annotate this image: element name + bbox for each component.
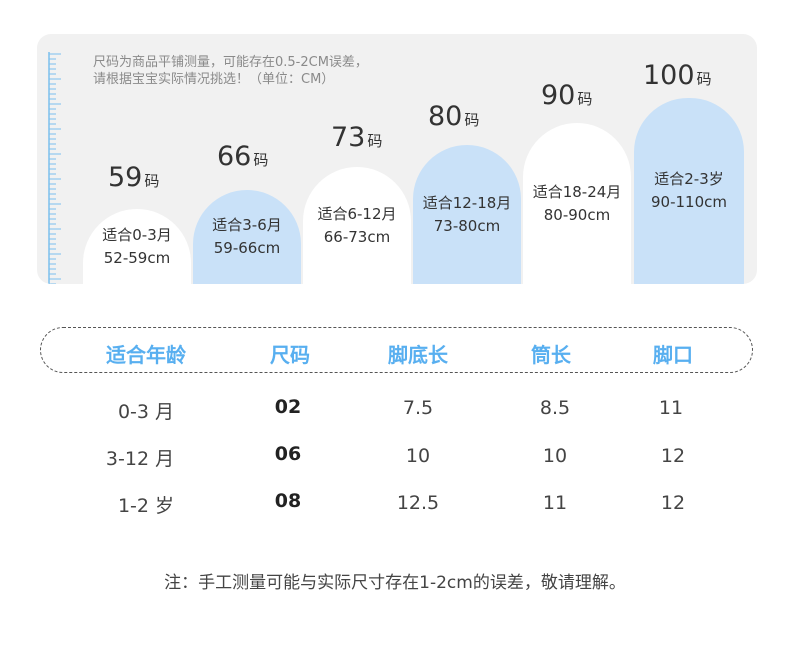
arch-age: 适合2-3岁 [654, 170, 724, 188]
arch-range: 73-80cm [433, 216, 501, 235]
size-arch-73: 适合6-12月 66-73cm [303, 167, 411, 284]
size-number: 100 [643, 60, 695, 91]
table-cell: 11 [658, 397, 684, 419]
footer-note: 注：手工测量可能与实际尺寸存在1-2cm的误差，敬请理解。 [164, 573, 626, 593]
table-cell: 10 [405, 445, 431, 467]
arch-age: 适合0-3月 [102, 225, 172, 244]
arch-age: 适合3-6月 [212, 216, 282, 234]
note-line-2: 请根据宝宝实际情况挑选！（单位：CM） [93, 72, 335, 87]
size-unit: 码 [464, 111, 480, 129]
arch-age: 适合12-18月 [422, 193, 512, 212]
table-cell: 10 [542, 445, 568, 467]
size-arch-66: 适合3-6月 59-66cm [193, 190, 301, 284]
header-size: 尺码 [270, 343, 310, 367]
size-label-90: 90 码 [541, 80, 592, 111]
size-number: 73 [331, 122, 366, 153]
arch-range: 66-73cm [323, 227, 391, 246]
arch-range: 59-66cm [213, 239, 281, 257]
header-tube-length: 筒长 [531, 343, 571, 367]
measurement-note: 尺码为商品平铺测量，可能存在0.5-2CM误差， 请根据宝宝实际情况挑选！（单位… [93, 54, 368, 88]
table-cell: 12 [660, 445, 686, 467]
table-cell: 0-3 月 [117, 401, 175, 423]
table-header-frame [40, 327, 753, 373]
table-cell: 02 [274, 396, 302, 418]
size-arch-59: 适合0-3月 52-59cm [83, 209, 191, 284]
table-cell: 11 [542, 492, 568, 514]
header-opening: 脚口 [653, 343, 693, 367]
size-number: 90 [541, 80, 576, 111]
table-cell: 7.5 [402, 397, 434, 419]
table-cell: 3-12 月 [105, 448, 175, 470]
size-label-80: 80 码 [428, 101, 479, 132]
size-label-59: 59 码 [108, 162, 159, 193]
size-number: 66 [217, 141, 252, 172]
table-cell: 06 [274, 443, 302, 465]
size-label-73: 73 码 [331, 122, 382, 153]
table-cell: 1-2 岁 [117, 495, 175, 517]
header-age: 适合年龄 [106, 343, 186, 367]
size-arch-90: 适合18-24月 80-90cm [523, 123, 631, 284]
table-cell: 12 [660, 492, 686, 514]
table-cell: 8.5 [539, 397, 571, 419]
note-line-1: 尺码为商品平铺测量，可能存在0.5-2CM误差， [93, 55, 368, 70]
size-unit: 码 [367, 132, 383, 150]
size-label-100: 100 码 [643, 60, 712, 91]
arch-age: 适合18-24月 [532, 182, 622, 201]
size-chart-panel: 尺码为商品平铺测量，可能存在0.5-2CM误差， 请根据宝宝实际情况挑选！（单位… [37, 34, 757, 284]
size-unit: 码 [696, 70, 712, 88]
table-cell: 12.5 [396, 492, 440, 514]
arch-range: 52-59cm [103, 248, 171, 267]
size-number: 80 [428, 101, 463, 132]
size-number: 59 [108, 162, 143, 193]
arch-age: 适合6-12月 [317, 204, 397, 223]
size-arch-80: 适合12-18月 73-80cm [413, 145, 521, 284]
table-cell: 08 [274, 490, 302, 512]
size-unit: 码 [253, 151, 269, 169]
arch-range: 90-110cm [651, 193, 727, 211]
size-label-66: 66 码 [217, 141, 268, 172]
size-unit: 码 [144, 172, 160, 190]
ruler-icon [48, 52, 61, 284]
size-unit: 码 [577, 90, 593, 108]
size-arch-100: 适合2-3岁 90-110cm [634, 98, 744, 284]
arch-range: 80-90cm [543, 205, 611, 224]
header-sole-length: 脚底长 [388, 343, 448, 367]
